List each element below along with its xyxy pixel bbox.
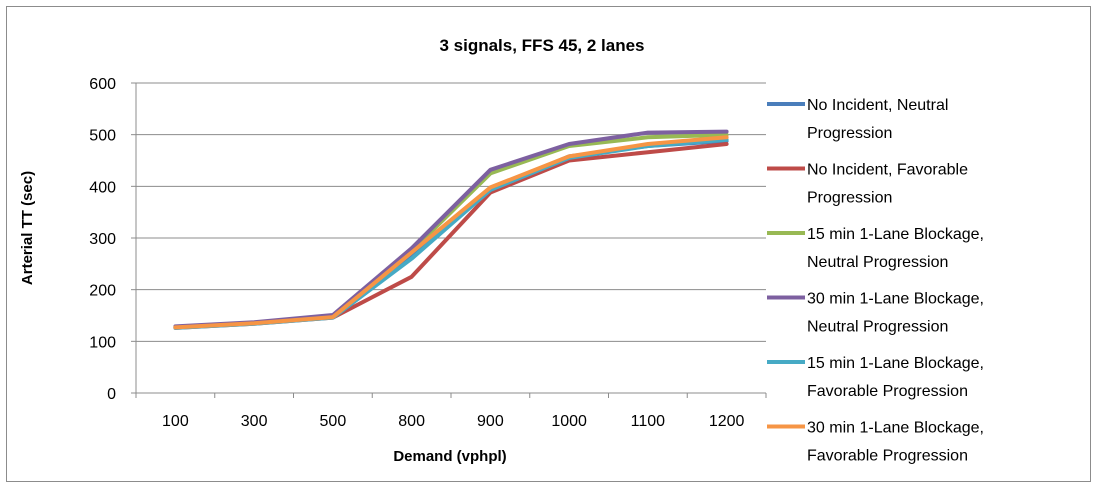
series-lines xyxy=(173,129,729,330)
x-tick-label: 500 xyxy=(320,413,347,430)
legend-label: Progression xyxy=(807,190,892,207)
series-line-3 xyxy=(173,132,729,329)
legend-label: 15 min 1-Lane Blockage, xyxy=(807,226,984,243)
legend-label: 30 min 1-Lane Blockage, xyxy=(807,420,984,437)
legend-label: No Incident, Favorable xyxy=(807,162,968,179)
x-axis-title: Demand (vphpl) xyxy=(393,448,506,465)
series-line-6 xyxy=(173,135,729,330)
legend: No Incident, Neutral Progression No Incide… xyxy=(767,97,984,465)
legend-label: Neutral Progression xyxy=(807,319,948,336)
y-tick-label: 100 xyxy=(89,334,116,351)
y-axis-title: Arterial TT (sec) xyxy=(19,171,36,285)
y-tick-label: 600 xyxy=(89,76,116,93)
x-axis-ticks: 100 300 500 800 900 1000 1100 1200 xyxy=(135,393,767,430)
chart-frame: 3 signals, FFS 45, 2 lanes 0 100 200 300 400… xyxy=(6,6,1091,482)
legend-label: No Incident, Neutral xyxy=(807,97,948,114)
x-tick-label: 100 xyxy=(162,413,189,430)
series-line-2 xyxy=(173,142,729,330)
legend-label: Progression xyxy=(807,125,892,142)
legend-label: 30 min 1-Lane Blockage, xyxy=(807,291,984,308)
legend-label: Favorable Progression xyxy=(807,383,968,400)
x-tick-label: 300 xyxy=(241,413,268,430)
y-tick-label: 500 xyxy=(89,128,116,145)
y-tick-label: 200 xyxy=(89,283,116,300)
x-tick-label: 1100 xyxy=(631,413,666,430)
x-tick-label: 800 xyxy=(398,413,425,430)
y-tick-label: 0 xyxy=(107,386,116,403)
legend-label: 15 min 1-Lane Blockage, xyxy=(807,355,984,372)
y-axis-ticks: 0 100 200 300 400 500 600 xyxy=(89,76,116,403)
x-tick-label: 1200 xyxy=(709,413,745,430)
legend-label: Favorable Progression xyxy=(807,448,968,465)
x-tick-label: 1000 xyxy=(551,413,587,430)
chart-title: 3 signals, FFS 45, 2 lanes xyxy=(439,36,644,55)
x-tick-label: 900 xyxy=(477,413,504,430)
y-tick-label: 400 xyxy=(89,179,116,196)
legend-label: Neutral Progression xyxy=(807,254,948,271)
y-tick-label: 300 xyxy=(89,231,116,248)
chart-svg: 3 signals, FFS 45, 2 lanes 0 100 200 300 400… xyxy=(19,36,984,465)
gridlines xyxy=(131,82,766,394)
series-line-4 xyxy=(173,129,729,329)
